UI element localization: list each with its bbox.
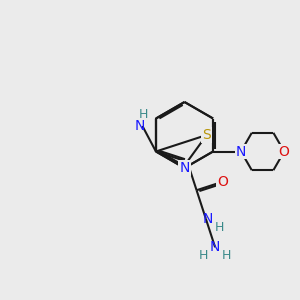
- Text: O: O: [217, 175, 228, 189]
- Text: H: H: [222, 249, 231, 262]
- Text: N: N: [236, 145, 246, 158]
- Text: N: N: [202, 212, 212, 226]
- Text: N: N: [210, 240, 220, 254]
- Text: H: H: [199, 249, 208, 262]
- Text: O: O: [279, 145, 289, 158]
- Text: H: H: [139, 108, 148, 121]
- Text: S: S: [202, 128, 211, 142]
- Text: N: N: [179, 161, 190, 175]
- Text: H: H: [215, 221, 224, 234]
- Text: N: N: [134, 119, 145, 133]
